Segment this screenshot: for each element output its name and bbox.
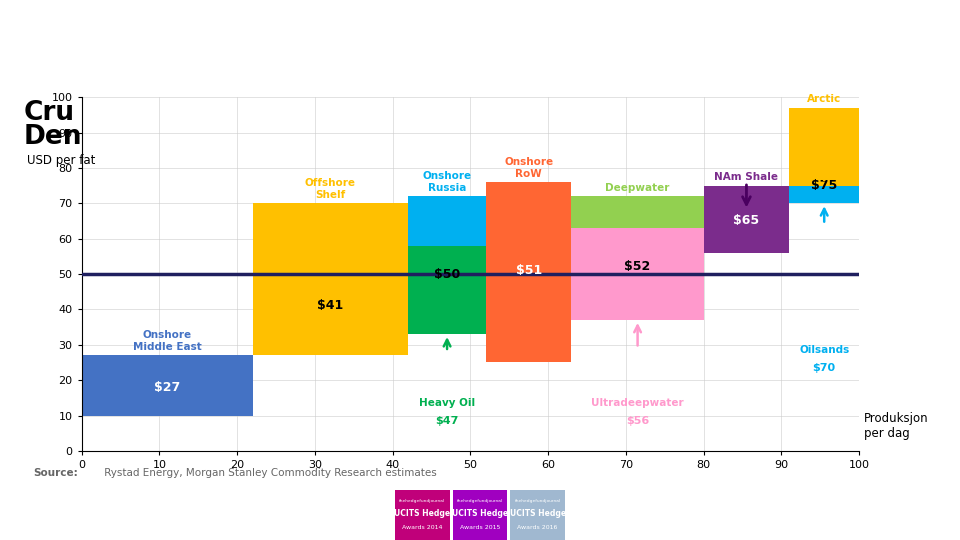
- Bar: [82, 355, 252, 416]
- Text: $27: $27: [154, 381, 180, 394]
- Text: $70: $70: [813, 363, 836, 373]
- Text: UCITS Hedge: UCITS Hedge: [395, 509, 450, 518]
- Bar: [486, 182, 571, 362]
- Text: Oljeprisen – marginal utvinningskostnad olje, hvem bryr seg?: Oljeprisen – marginal utvinningskostnad …: [155, 37, 805, 56]
- Text: Source:: Source:: [34, 468, 79, 478]
- Bar: [789, 108, 859, 203]
- Text: $50: $50: [434, 267, 460, 281]
- Text: thehedgefundjournal: thehedgefundjournal: [457, 500, 503, 503]
- Bar: [408, 246, 486, 334]
- Text: Awards 2016: Awards 2016: [517, 525, 558, 530]
- Text: Awards 2015: Awards 2015: [460, 525, 500, 530]
- Text: Onshore
Russia: Onshore Russia: [422, 171, 471, 193]
- Text: Rystad Energy, Morgan Stanley Commodity Research estimates: Rystad Energy, Morgan Stanley Commodity …: [101, 468, 437, 478]
- Text: $47: $47: [436, 416, 459, 426]
- Bar: [704, 186, 789, 253]
- Text: $41: $41: [318, 299, 344, 312]
- Text: $75: $75: [811, 179, 837, 192]
- Bar: [511, 490, 564, 540]
- Text: Den: Den: [24, 124, 83, 150]
- Text: Arctic: Arctic: [807, 94, 841, 104]
- Bar: [252, 203, 408, 355]
- Text: Onshore
Middle East: Onshore Middle East: [132, 330, 202, 352]
- Text: Awards 2014: Awards 2014: [402, 525, 443, 530]
- Text: Oilsands: Oilsands: [799, 346, 850, 355]
- Text: UCITS Hedge: UCITS Hedge: [452, 509, 508, 518]
- Bar: [396, 490, 449, 540]
- Text: Offshore
Shelf: Offshore Shelf: [305, 178, 356, 200]
- Bar: [408, 196, 486, 334]
- Bar: [453, 490, 507, 540]
- Text: Heavy Oil: Heavy Oil: [419, 399, 475, 408]
- Text: Ultradeepwater: Ultradeepwater: [591, 399, 684, 408]
- Text: USD per fat: USD per fat: [27, 154, 95, 167]
- Text: thehedgefundjournal: thehedgefundjournal: [515, 500, 561, 503]
- Bar: [571, 228, 704, 320]
- Text: Cru: Cru: [24, 100, 75, 126]
- Text: thehedgefundjournal: thehedgefundjournal: [399, 500, 445, 503]
- Bar: [789, 186, 859, 203]
- Text: Deepwater: Deepwater: [606, 183, 670, 193]
- Text: NAm Shale: NAm Shale: [714, 172, 779, 182]
- Bar: [571, 196, 704, 320]
- Text: $65: $65: [733, 214, 759, 227]
- Text: $51: $51: [516, 264, 541, 277]
- Text: Onshore
RoW: Onshore RoW: [504, 157, 553, 179]
- Text: © Sissener AS · Presentasjon mai 2016: © Sissener AS · Presentasjon mai 2016: [19, 510, 210, 520]
- Text: $56: $56: [626, 416, 649, 426]
- Text: SISSENER \\\: SISSENER \\\: [883, 506, 960, 524]
- Text: $52: $52: [624, 260, 651, 273]
- Text: UCITS Hedge: UCITS Hedge: [510, 509, 565, 518]
- Text: Produksjon
per dag: Produksjon per dag: [864, 412, 928, 440]
